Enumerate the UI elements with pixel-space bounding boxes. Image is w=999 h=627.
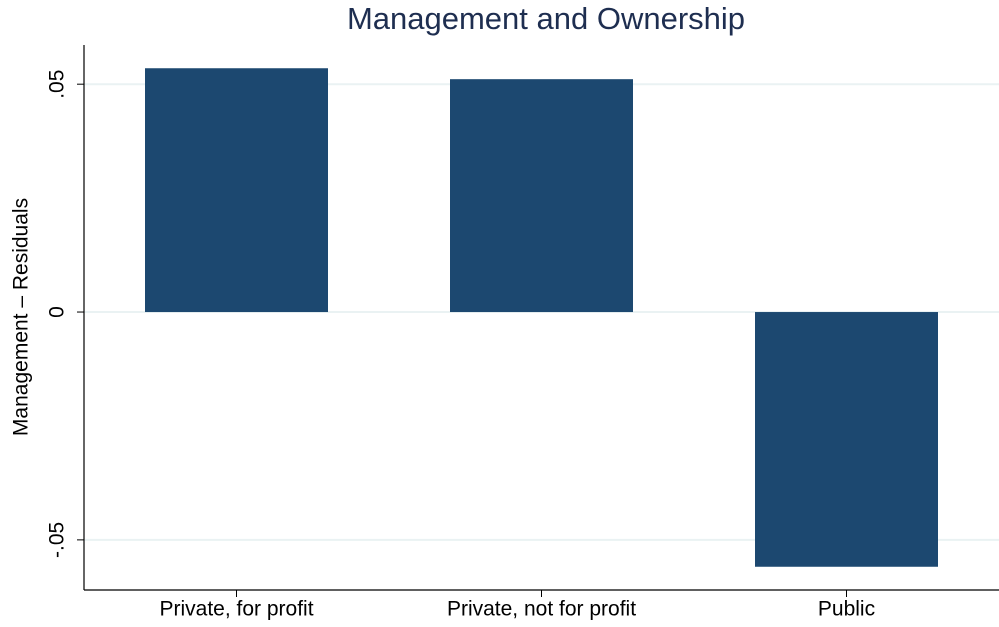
y-tick-label: 0 [46,306,69,318]
x-tick-label: Public [818,598,875,621]
bar [755,312,938,567]
chart-title: Management and Ownership [347,1,745,36]
y-axis-title: Management – Residuals [10,198,33,436]
bar [145,68,328,313]
y-tick-label: -.05 [46,522,69,558]
y-tick-label: .05 [46,70,69,99]
x-tick-label: Private, for profit [159,598,313,621]
bar [450,79,633,313]
x-tick-label: Private, not for profit [447,598,636,621]
